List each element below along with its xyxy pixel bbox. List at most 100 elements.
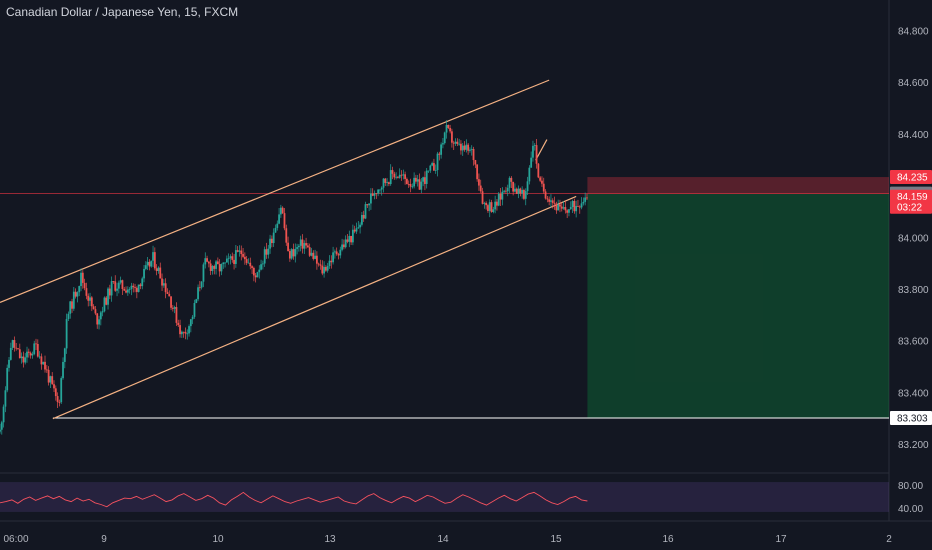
candle-body	[143, 268, 145, 279]
candle-body	[564, 207, 567, 211]
candle-body	[238, 250, 241, 252]
candle-body	[6, 367, 9, 391]
candle-body	[373, 193, 376, 196]
price-badge-label: 84.235	[897, 173, 928, 184]
candle-body	[146, 261, 149, 266]
candle-body	[481, 191, 484, 204]
price-tick-label: 84.600	[898, 78, 929, 89]
candle-body	[355, 228, 358, 232]
candle-body	[539, 177, 542, 181]
indicator-tick-label: 40.00	[898, 504, 923, 515]
candle-body	[128, 289, 131, 290]
candle-body	[577, 205, 579, 207]
candle-body	[406, 178, 408, 184]
candle-body	[551, 200, 554, 203]
candle-body	[27, 351, 30, 353]
candle-body	[398, 174, 401, 178]
candle-body	[141, 278, 144, 287]
candle-body	[49, 376, 52, 383]
candle-body	[296, 247, 298, 249]
candle-body	[278, 214, 280, 224]
candle-body	[193, 303, 196, 317]
candle-body	[442, 143, 444, 145]
candle-body	[135, 287, 138, 292]
candle-body	[261, 263, 264, 265]
candle-body	[200, 281, 203, 288]
candle-body	[404, 174, 407, 179]
candle-body	[69, 301, 72, 314]
candle-body	[92, 306, 95, 310]
candle-body	[342, 244, 345, 248]
candle-body	[458, 143, 461, 145]
candle-body	[472, 148, 475, 161]
candle-body	[89, 297, 91, 301]
candle-body	[2, 406, 5, 423]
candle-body	[361, 214, 363, 225]
candle-body	[116, 288, 118, 291]
candle-body	[258, 269, 261, 273]
candle-body	[541, 180, 543, 184]
candle-body	[364, 204, 367, 219]
candle-body	[108, 288, 111, 296]
candle-body	[202, 264, 205, 282]
candle-body	[123, 288, 126, 291]
candle-body	[427, 170, 430, 172]
candle-body	[279, 207, 282, 215]
candle-body	[281, 207, 284, 214]
candle-body	[346, 239, 349, 242]
candle-body	[283, 213, 286, 229]
candle-body	[375, 193, 378, 195]
candle-body	[456, 141, 459, 144]
candle-body	[393, 173, 396, 178]
candle-body	[249, 262, 252, 267]
candle-body	[240, 250, 243, 255]
candle-body	[490, 202, 493, 213]
candle-body	[218, 264, 221, 272]
candle-body	[315, 255, 318, 264]
candle-body	[443, 132, 446, 144]
price-badge	[890, 199, 932, 214]
candle-body	[197, 287, 199, 300]
price-badge	[890, 170, 932, 185]
candle-body	[184, 331, 187, 334]
candle-body	[397, 176, 399, 178]
candle-body	[569, 207, 572, 210]
candle-body	[53, 384, 55, 389]
candle-body	[324, 267, 327, 271]
candle-body	[243, 256, 246, 260]
candle-body	[418, 179, 421, 190]
candle-body	[384, 178, 387, 183]
candle-body	[333, 251, 336, 253]
candle-body	[38, 356, 41, 358]
candle-body	[58, 402, 61, 403]
candle-body	[54, 388, 57, 397]
candle-body	[395, 176, 398, 178]
candle-body	[80, 272, 82, 287]
candle-body	[270, 238, 273, 244]
candle-body	[42, 361, 45, 365]
candle-body	[179, 325, 181, 335]
candle-body	[234, 250, 237, 264]
candle-body	[152, 252, 154, 261]
candle-body	[323, 267, 325, 274]
candle-body	[474, 160, 477, 165]
price-badge	[890, 410, 932, 425]
candle-body	[431, 163, 434, 166]
candle-body	[465, 144, 468, 150]
candle-body	[573, 200, 576, 212]
candle-body	[366, 204, 369, 206]
candle-body	[379, 189, 381, 191]
candle-body	[389, 170, 392, 185]
candle-body	[451, 131, 453, 143]
candle-body	[256, 272, 259, 278]
candle-body	[523, 189, 525, 199]
candle-body	[294, 248, 297, 257]
price-tick-label: 83.800	[898, 285, 929, 296]
candle-body	[26, 351, 28, 358]
candle-body	[447, 124, 450, 128]
time-tick-label: 10	[212, 534, 224, 545]
candle-body	[112, 281, 115, 282]
candle-body	[308, 247, 311, 256]
